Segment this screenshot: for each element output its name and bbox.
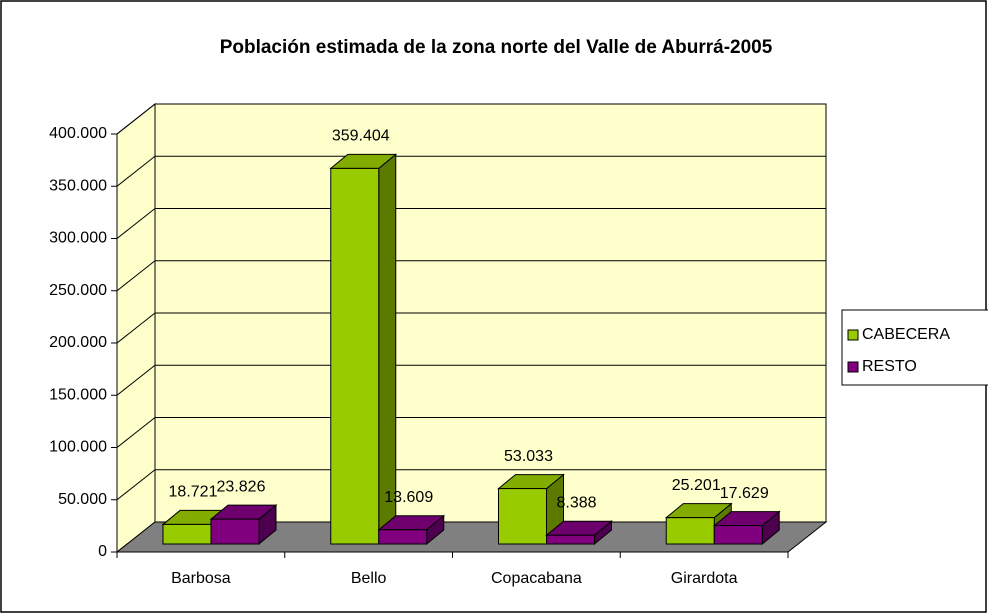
y-tick-label: 200.000: [49, 334, 107, 351]
data-label: 23.826: [217, 478, 266, 495]
data-label: 25.201: [672, 477, 721, 494]
bar: [713, 525, 763, 545]
grid-line: [116, 155, 156, 187]
y-tick-label: 250.000: [49, 282, 107, 299]
legend-box: [841, 309, 988, 386]
data-label: 8.388: [556, 494, 596, 511]
grid-line: [116, 417, 156, 448]
legend-label: CABECERA: [862, 326, 950, 343]
data-label: 18.721: [169, 484, 218, 501]
grid-line: [116, 312, 156, 344]
chart-title: Población estimada de la zona norte del …: [220, 37, 773, 58]
y-tick-label: 0: [98, 543, 107, 560]
y-tick-label: 50.000: [58, 491, 107, 508]
x-tick-label: Copacabana: [491, 570, 582, 587]
x-tick-label: Girardota: [671, 570, 738, 587]
y-tick-label: 400.000: [49, 125, 107, 142]
y-tick-label: 150.000: [49, 386, 107, 403]
bar: [546, 534, 595, 545]
data-label: 53.033: [504, 448, 553, 465]
data-label: 13.609: [384, 489, 433, 506]
y-tick-label: 350.000: [49, 177, 107, 194]
legend-swatch: [847, 329, 859, 341]
legend-label: RESTO: [862, 358, 917, 375]
bar: [162, 523, 212, 545]
y-tick-label: 100.000: [49, 439, 107, 456]
x-tick-label: Barbosa: [171, 570, 231, 587]
bar: [378, 529, 428, 545]
grid-line: [116, 364, 156, 396]
grid-line: [116, 260, 156, 292]
grid-line: [116, 103, 156, 135]
bar: [210, 518, 260, 545]
legend-swatch: [847, 361, 859, 373]
x-tick-label: Bello: [351, 570, 387, 587]
grid-line: [116, 469, 156, 501]
data-label: 17.629: [720, 485, 769, 502]
bar-side: [378, 153, 397, 546]
grid-line: [116, 208, 156, 239]
data-label: 359.404: [332, 128, 390, 145]
bar: [498, 488, 547, 545]
y-tick-label: 300.000: [49, 230, 107, 247]
bar: [330, 167, 380, 545]
bar: [665, 517, 715, 545]
